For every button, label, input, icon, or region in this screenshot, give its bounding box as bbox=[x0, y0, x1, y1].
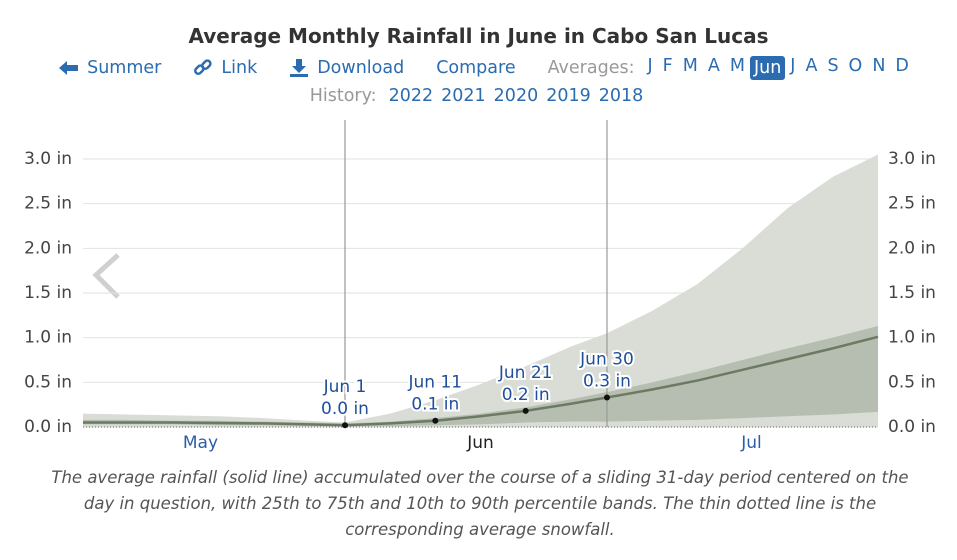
history: History: 2022 2021 2020 2019 2018 bbox=[0, 86, 957, 106]
annotation-point bbox=[603, 394, 610, 401]
compare[interactable]: Compare bbox=[436, 58, 516, 78]
annotation-value: 0.0 in bbox=[321, 399, 369, 419]
month-link[interactable]: M bbox=[729, 56, 745, 76]
y-tick-label: 1.0 in bbox=[24, 328, 72, 348]
y-tick-label-right: 3.0 in bbox=[888, 149, 936, 169]
y-tick-label-right: 0.0 in bbox=[888, 417, 936, 437]
month-link[interactable]: A bbox=[805, 56, 818, 76]
download-icon bbox=[290, 59, 309, 77]
month-link[interactable]: N bbox=[872, 56, 886, 76]
month-link[interactable]: O bbox=[848, 56, 863, 76]
month-link[interactable]: Jun bbox=[749, 56, 786, 80]
percentile-band bbox=[83, 326, 878, 427]
month-link[interactable]: D bbox=[895, 56, 909, 76]
caption: The average rainfall (solid line) accumu… bbox=[51, 468, 909, 539]
annotation-point bbox=[522, 407, 529, 414]
month-link[interactable]: F bbox=[662, 56, 673, 76]
year-links: 2022 2021 2020 2019 2018 bbox=[385, 86, 648, 106]
download[interactable]: Download bbox=[289, 58, 404, 78]
link-text: Link bbox=[221, 58, 258, 78]
prev-arrow[interactable] bbox=[92, 253, 120, 299]
annotation-value: 0.2 in bbox=[502, 385, 550, 405]
y-tick-label-right: 0.5 in bbox=[888, 372, 936, 392]
y-tick-label-right: 1.0 in bbox=[888, 328, 936, 348]
back-text: Summer bbox=[87, 58, 162, 78]
annotation-point bbox=[341, 422, 348, 429]
title: Average Monthly Rainfall in June in Cabo… bbox=[188, 24, 769, 48]
history-label: History: bbox=[309, 86, 377, 106]
y-tick-label-right: 2.5 in bbox=[888, 194, 936, 214]
averages-label: Averages: bbox=[547, 58, 635, 78]
year-link[interactable]: 2018 bbox=[598, 86, 644, 106]
month-link[interactable]: J bbox=[790, 56, 796, 76]
y-tick-label: 2.5 in bbox=[24, 194, 72, 214]
link-icon bbox=[194, 59, 213, 75]
x-tick-label: Jul bbox=[740, 433, 762, 453]
nav: Summer Link Download Compare Averages: J… bbox=[0, 56, 957, 80]
y-tick-label-right: 2.0 in bbox=[888, 238, 936, 258]
annotation-date: Jun 1 bbox=[323, 377, 367, 397]
annotation-date: Jun 11 bbox=[408, 373, 463, 393]
back-icon bbox=[59, 61, 79, 75]
link[interactable]: Link bbox=[193, 58, 257, 78]
x-tick-label: Jun bbox=[466, 433, 494, 453]
year-link[interactable]: 2019 bbox=[546, 86, 591, 106]
y-tick-label: 0.5 in bbox=[24, 372, 72, 392]
percentile-band bbox=[83, 154, 878, 428]
month-link[interactable]: A bbox=[707, 56, 720, 76]
x-tick-label: May bbox=[183, 433, 218, 453]
y-tick-label-right: 1.5 in bbox=[888, 283, 936, 303]
rainfall-line bbox=[83, 335, 879, 427]
year-link[interactable]: 2022 bbox=[388, 86, 434, 106]
annotation-point bbox=[432, 417, 439, 424]
month-links: J F M A M Jun J A S O N D bbox=[642, 56, 913, 80]
y-tick-label: 3.0 in bbox=[24, 149, 72, 169]
year-link[interactable]: 2021 bbox=[441, 86, 486, 106]
year-link[interactable]: 2020 bbox=[493, 86, 539, 106]
annotation-value: 0.1 in bbox=[411, 395, 459, 415]
back-link[interactable]: Summer bbox=[59, 58, 161, 78]
y-tick-label: 2.0 in bbox=[24, 238, 72, 258]
annotation-value: 0.3 in bbox=[583, 372, 631, 392]
y-tick-label: 1.5 in bbox=[24, 283, 72, 303]
download-text: Download bbox=[317, 58, 405, 78]
annotation-date: Jun 21 bbox=[498, 363, 553, 383]
y-tick-label: 0.0 in bbox=[24, 417, 72, 437]
month-link[interactable]: M bbox=[682, 56, 698, 76]
month-link[interactable]: J bbox=[647, 56, 653, 76]
plot: Jun 10.0 in Jun 110.1 in Jun 210.2 in Jun 3… bbox=[83, 120, 879, 429]
annotation-date: Jun 30 bbox=[579, 350, 634, 370]
month-link[interactable]: S bbox=[827, 56, 839, 76]
